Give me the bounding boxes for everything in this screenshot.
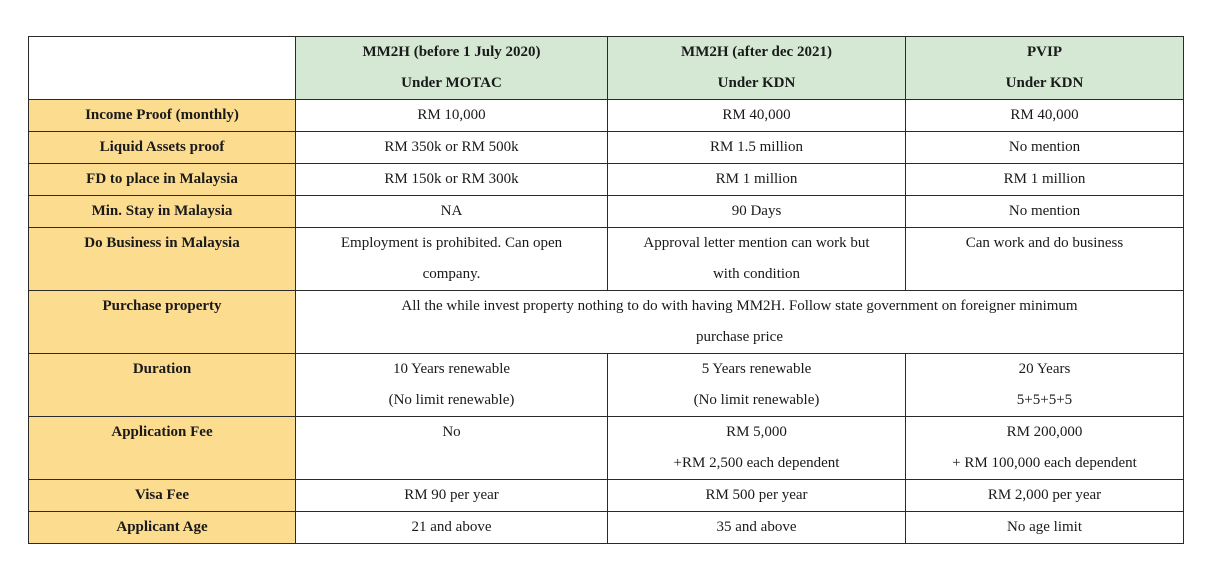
row-label: Do Business in Malaysia: [28, 227, 296, 291]
table-row-application-fee: Application Fee No RM 5,000 +RM 2,500 ea…: [28, 416, 1184, 480]
table-cell: 21 and above: [295, 511, 608, 544]
comparison-table: MM2H (before 1 July 2020) Under MOTAC MM…: [28, 36, 1184, 544]
header-row: MM2H (before 1 July 2020) Under MOTAC MM…: [28, 36, 1184, 100]
table-cell: Can work and do business: [905, 227, 1184, 291]
table-cell: 35 and above: [607, 511, 906, 544]
cell-line: purchase price: [695, 329, 784, 345]
header-pvip: PVIP Under KDN: [905, 36, 1184, 100]
table-cell: RM 1 million: [905, 163, 1184, 196]
cell-line: (No limit renewable): [693, 392, 820, 408]
table-cell: 5 Years renewable (No limit renewable): [607, 353, 906, 417]
table-cell: Approval letter mention can work but wit…: [607, 227, 906, 291]
table-cell: No mention: [905, 131, 1184, 164]
table-row-business: Do Business in Malaysia Employment is pr…: [28, 227, 1184, 291]
table-cell: RM 90 per year: [295, 479, 608, 512]
table-cell: Employment is prohibited. Can open compa…: [295, 227, 608, 291]
row-label: Application Fee: [28, 416, 296, 480]
cell-line: No: [442, 424, 461, 440]
header-mm2h-after: MM2H (after dec 2021) Under KDN: [607, 36, 906, 100]
table-cell: 20 Years 5+5+5+5: [905, 353, 1184, 417]
row-label: Applicant Age: [28, 511, 296, 544]
header-corner-cell: [28, 36, 296, 100]
header-title: PVIP: [1027, 44, 1062, 60]
cell-line: 20 Years: [1018, 361, 1071, 377]
table-cell-merged: All the while invest property nothing to…: [295, 290, 1184, 354]
table-cell: RM 40,000: [607, 99, 906, 132]
table-cell: No: [295, 416, 608, 480]
table-cell: RM 500 per year: [607, 479, 906, 512]
row-label: Min. Stay in Malaysia: [28, 195, 296, 228]
table-cell: RM 350k or RM 500k: [295, 131, 608, 164]
header-subtitle: Under MOTAC: [401, 75, 502, 91]
cell-line: RM 5,000: [726, 424, 787, 440]
cell-line: Employment is prohibited. Can open: [340, 235, 563, 251]
table-cell: No mention: [905, 195, 1184, 228]
table-cell: RM 2,000 per year: [905, 479, 1184, 512]
table-cell: RM 200,000 + RM 100,000 each dependent: [905, 416, 1184, 480]
table-cell: RM 1 million: [607, 163, 906, 196]
cell-line: company.: [422, 266, 481, 282]
table-cell: NA: [295, 195, 608, 228]
cell-line: 5 Years renewable: [701, 361, 812, 377]
row-label: FD to place in Malaysia: [28, 163, 296, 196]
table-cell: RM 40,000: [905, 99, 1184, 132]
row-label: Duration: [28, 353, 296, 417]
cell-line: +RM 2,500 each dependent: [673, 455, 840, 471]
cell-line: + RM 100,000 each dependent: [952, 455, 1137, 471]
table-cell: RM 5,000 +RM 2,500 each dependent: [607, 416, 906, 480]
header-mm2h-before: MM2H (before 1 July 2020) Under MOTAC: [295, 36, 608, 100]
cell-line: Can work and do business: [965, 235, 1124, 251]
table-row-visa-fee: Visa Fee RM 90 per year RM 500 per year …: [28, 479, 1184, 512]
table-row-liquid-assets: Liquid Assets proof RM 350k or RM 500k R…: [28, 131, 1184, 164]
row-label: Income Proof (monthly): [28, 99, 296, 132]
table-row-property: Purchase property All the while invest p…: [28, 290, 1184, 354]
table-cell: No age limit: [905, 511, 1184, 544]
row-label: Purchase property: [28, 290, 296, 354]
table-cell: RM 150k or RM 300k: [295, 163, 608, 196]
table-row-fd: FD to place in Malaysia RM 150k or RM 30…: [28, 163, 1184, 196]
row-label: Visa Fee: [28, 479, 296, 512]
cell-line: with condition: [712, 266, 801, 282]
header-subtitle: Under KDN: [1005, 75, 1084, 91]
cell-line: All the while invest property nothing to…: [401, 298, 1078, 314]
table-cell: RM 1.5 million: [607, 131, 906, 164]
table-cell: 90 Days: [607, 195, 906, 228]
row-label: Liquid Assets proof: [28, 131, 296, 164]
cell-line: 10 Years renewable: [392, 361, 511, 377]
table-cell: RM 10,000: [295, 99, 608, 132]
table-row-duration: Duration 10 Years renewable (No limit re…: [28, 353, 1184, 417]
cell-line: Approval letter mention can work but: [643, 235, 870, 251]
table-row-min-stay: Min. Stay in Malaysia NA 90 Days No ment…: [28, 195, 1184, 228]
cell-line: (No limit renewable): [388, 392, 515, 408]
cell-line: 5+5+5+5: [1016, 392, 1073, 408]
table-row-applicant-age: Applicant Age 21 and above 35 and above …: [28, 511, 1184, 544]
table-row-income: Income Proof (monthly) RM 10,000 RM 40,0…: [28, 99, 1184, 132]
header-title: MM2H (after dec 2021): [681, 44, 832, 60]
header-subtitle: Under KDN: [717, 75, 796, 91]
header-title: MM2H (before 1 July 2020): [362, 44, 541, 60]
cell-line: RM 200,000: [1006, 424, 1083, 440]
table-cell: 10 Years renewable (No limit renewable): [295, 353, 608, 417]
